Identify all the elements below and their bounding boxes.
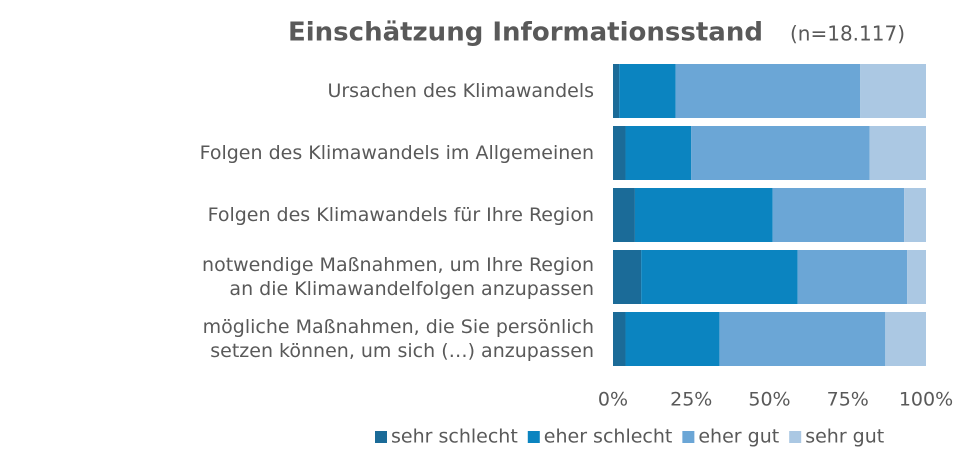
legend-swatch [375, 431, 387, 443]
bar-segment [613, 188, 635, 242]
bar-segment [719, 312, 886, 366]
chart-subtitle: (n=18.117) [790, 22, 905, 46]
bar-segment [772, 188, 905, 242]
legend-label: eher schlecht [544, 426, 673, 448]
chart-title: Einschätzung Informationsstand [288, 18, 763, 48]
bar-segment [625, 312, 720, 366]
bar-segment [869, 126, 926, 180]
bar-segment [641, 250, 798, 304]
x-tick-label: 75% [827, 389, 869, 411]
legend-swatch [527, 431, 540, 443]
category-label: Ursachen des Klimawandels [327, 80, 594, 102]
legend-swatch [789, 431, 802, 443]
x-tick-label: 25% [670, 389, 712, 411]
bar-segment [797, 250, 908, 304]
bar-segment [613, 312, 626, 366]
bar-segment [625, 126, 692, 180]
category-label: Folgen des Klimawandels für Ihre Region [207, 204, 594, 226]
legend-swatch [682, 431, 695, 443]
bar-segment [907, 250, 926, 304]
bar-segment [619, 64, 676, 118]
bar-segment [613, 250, 642, 304]
bar-segment [691, 126, 870, 180]
category-label: mögliche Maßnahmen, die Sie persönlich s… [202, 316, 594, 362]
bar-segment [613, 126, 626, 180]
bar-segment [634, 188, 773, 242]
bar-segment [675, 64, 861, 118]
bar-segment [860, 64, 926, 118]
bar-segment [904, 188, 926, 242]
category-label: notwendige Maßnahmen, um Ihre Region an … [202, 254, 594, 300]
bar-segment [613, 64, 620, 118]
legend-label: eher gut [698, 426, 779, 448]
x-tick-label: 100% [899, 389, 953, 411]
category-label: Folgen des Klimawandels im Allgemeinen [199, 142, 594, 164]
legend-label: sehr schlecht [391, 426, 518, 448]
x-tick-label: 0% [598, 389, 628, 411]
legend-label: sehr gut [805, 426, 884, 448]
x-tick-label: 50% [748, 389, 790, 411]
bar-segment [885, 312, 926, 366]
